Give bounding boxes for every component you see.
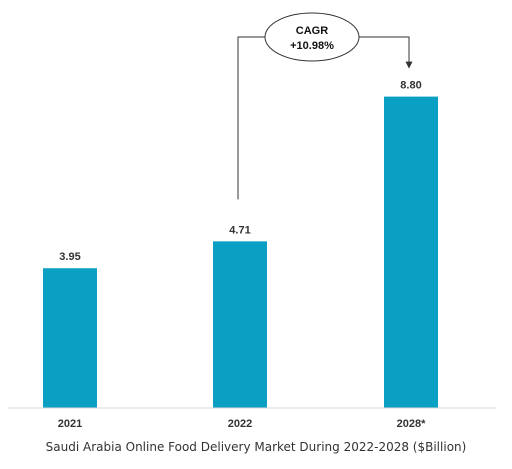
- cagr-ellipse: [264, 12, 360, 62]
- bars-layer: [43, 96, 438, 408]
- x-tick-2022: 2022: [228, 418, 252, 430]
- cagr-connector-left: [237, 36, 265, 200]
- bar-2022: [213, 241, 267, 408]
- x-tick-2028: 2028*: [397, 418, 426, 430]
- data-label-2022: 4.71: [229, 224, 250, 236]
- cagr-title: CAGR: [296, 25, 328, 37]
- data-label-2021: 3.95: [59, 251, 80, 263]
- data-label-2028: 8.80: [400, 80, 421, 92]
- chart-title: Saudi Arabia Online Food Delivery Market…: [45, 440, 467, 454]
- cagr-arrowhead: [405, 61, 413, 69]
- bar-2028: [384, 96, 438, 408]
- cagr-annotation: CAGR +10.98%: [237, 12, 413, 200]
- cagr-value: +10.98%: [290, 40, 334, 52]
- value-labels-layer: 3.95 4.71 8.80: [59, 80, 421, 264]
- x-tick-labels-layer: 2021 2022 2028*: [58, 418, 426, 430]
- bar-2021: [43, 268, 97, 408]
- cagr-connector-right: [359, 36, 410, 63]
- x-tick-2021: 2021: [58, 418, 82, 430]
